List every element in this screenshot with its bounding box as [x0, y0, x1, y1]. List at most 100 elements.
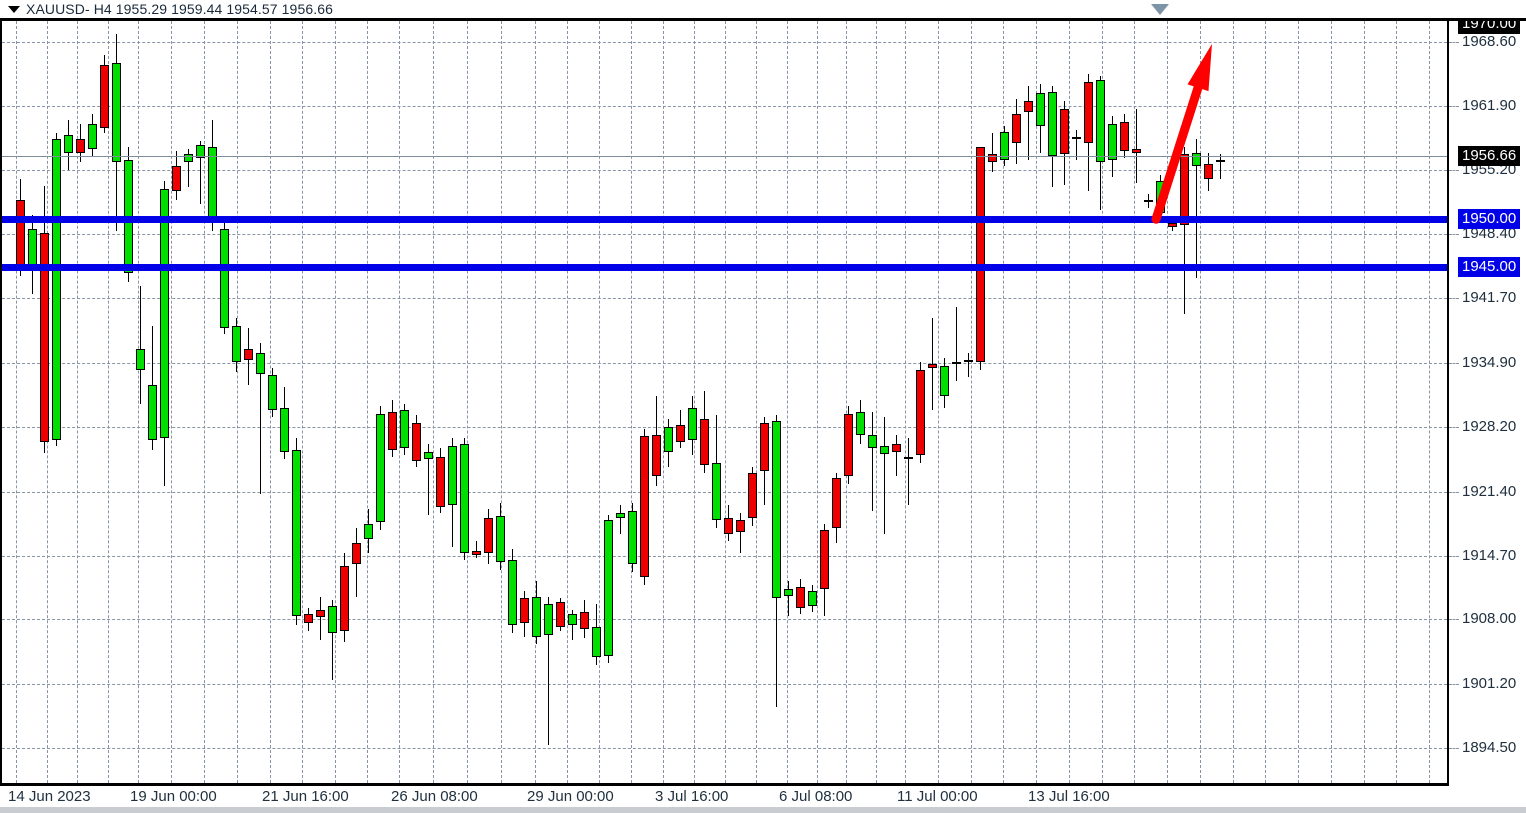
- candle-body-doji: [1072, 137, 1081, 139]
- candle-body-bullish: [136, 348, 145, 370]
- bottom-scrollbar-strip[interactable]: [0, 807, 1526, 813]
- triangle-down-icon[interactable]: [8, 5, 20, 13]
- candle-body-bearish: [1024, 101, 1033, 113]
- price-tick-label: 1921.40: [1462, 482, 1517, 500]
- candle-wick: [1076, 129, 1077, 161]
- candle-body-bearish: [640, 436, 649, 578]
- grid-line-horizontal: [2, 556, 1447, 557]
- candle-wick: [968, 352, 969, 378]
- candle-body-bearish: [472, 550, 481, 555]
- grid-line-vertical: [599, 21, 600, 783]
- grid-line-vertical: [1134, 21, 1135, 783]
- candle-body-bearish: [760, 423, 769, 471]
- candle-wick: [320, 596, 321, 641]
- candle-body-bearish: [436, 457, 445, 507]
- candle-body-bullish: [268, 375, 277, 410]
- candle-body-bullish: [1156, 181, 1165, 214]
- candle-body-bearish: [676, 425, 685, 443]
- candle-body-bearish: [820, 529, 829, 589]
- candle-body-bullish: [664, 426, 673, 452]
- candle-body-bullish: [112, 62, 121, 163]
- grid-line-horizontal: [2, 684, 1447, 685]
- grid-line-vertical: [16, 21, 17, 783]
- candle-body-bullish: [220, 228, 229, 328]
- candle-body-bearish: [748, 472, 757, 519]
- time-axis-label: 29 Jun 00:00: [527, 788, 614, 805]
- grid-line-vertical: [1069, 21, 1070, 783]
- price-tag-current[interactable]: 1956.66: [1458, 145, 1521, 166]
- candle-body-bearish: [520, 598, 529, 624]
- candle-body-bullish: [688, 407, 697, 441]
- candle-body-bearish: [304, 613, 313, 624]
- candle-body-bullish: [364, 524, 373, 540]
- price-tag-level-1950[interactable]: 1950.00: [1458, 209, 1521, 230]
- price-tick-label: 1961.90: [1462, 96, 1517, 114]
- candle-body-bullish: [1036, 93, 1045, 126]
- candle-body-bullish: [784, 588, 793, 597]
- candle-body-bullish: [544, 604, 553, 635]
- price-tick: [1449, 42, 1459, 43]
- price-tick: [1449, 170, 1459, 171]
- candle-wick: [476, 541, 477, 559]
- candle-body-bearish: [16, 200, 25, 267]
- candle-body-bullish: [1192, 152, 1201, 166]
- candle-body-bullish: [292, 449, 301, 616]
- time-axis-label: 14 Jun 2023: [8, 788, 91, 805]
- grid-line-vertical: [433, 21, 434, 783]
- candle-wick: [884, 417, 885, 534]
- candle-body-bearish: [556, 602, 565, 627]
- grid-line-horizontal: [2, 427, 1447, 428]
- candle-wick: [188, 148, 189, 187]
- grid-line-vertical: [171, 21, 172, 783]
- price-tick: [1449, 492, 1459, 493]
- candle-wick: [908, 438, 909, 506]
- grid-line-vertical: [367, 21, 368, 783]
- grid-line-vertical: [1364, 21, 1365, 783]
- candle-body-bearish: [352, 543, 361, 565]
- candle-body-doji: [964, 360, 973, 362]
- price-tick: [1449, 684, 1459, 685]
- time-axis-label: 26 Jun 08:00: [391, 788, 478, 805]
- candle-wick: [992, 133, 993, 172]
- candle-body-bearish: [388, 411, 397, 450]
- candle-wick: [332, 600, 333, 681]
- candle-body-bearish: [1168, 223, 1177, 227]
- price-tag-level-1945[interactable]: 1945.00: [1458, 256, 1521, 277]
- time-axis-label: 19 Jun 00:00: [130, 788, 217, 805]
- candle-body-bullish: [232, 325, 241, 363]
- candle-wick: [740, 512, 741, 553]
- grid-line-horizontal: [2, 234, 1447, 235]
- time-axis-label: 6 Jul 08:00: [779, 788, 853, 805]
- grid-line-vertical: [1298, 21, 1299, 783]
- grid-line-vertical: [631, 21, 632, 783]
- chart-plot-area[interactable]: [0, 21, 1449, 786]
- candle-body-bullish: [592, 626, 601, 658]
- grid-line-vertical: [1200, 21, 1201, 783]
- candle-body-bearish: [1060, 108, 1069, 155]
- candle-body-bullish: [52, 139, 61, 441]
- candle-body-bearish: [976, 146, 985, 363]
- candle-body-bearish: [484, 518, 493, 553]
- candle-body-bearish: [340, 566, 349, 631]
- price-axis[interactable]: 1968.60 1961.90 1955.20 1948.40 1941.70 1934.…: [1449, 0, 1526, 786]
- price-tick-label: 1908.00: [1462, 610, 1517, 628]
- candle-body-bullish: [460, 444, 469, 553]
- grid-line-vertical: [108, 21, 109, 783]
- candle-body-bearish: [796, 586, 805, 608]
- candle-body-bullish: [508, 560, 517, 626]
- grid-line-horizontal: [2, 492, 1447, 493]
- grid-line-vertical: [1233, 21, 1234, 783]
- price-tick-label: 1894.50: [1462, 739, 1517, 756]
- candle-body-bearish: [412, 423, 421, 462]
- candle-body-bullish: [184, 154, 193, 163]
- grid-line-vertical: [938, 21, 939, 783]
- candle-body-bullish: [400, 409, 409, 448]
- candle-body-bullish: [712, 463, 721, 521]
- grid-line-vertical: [335, 21, 336, 783]
- candle-body-bearish: [100, 64, 109, 128]
- price-tick-label: 1941.70: [1462, 289, 1517, 307]
- candle-body-bullish: [808, 590, 817, 607]
- candle-body-bullish: [28, 228, 37, 265]
- time-axis-label: 3 Jul 16:00: [655, 788, 729, 805]
- candle-wick: [140, 285, 141, 405]
